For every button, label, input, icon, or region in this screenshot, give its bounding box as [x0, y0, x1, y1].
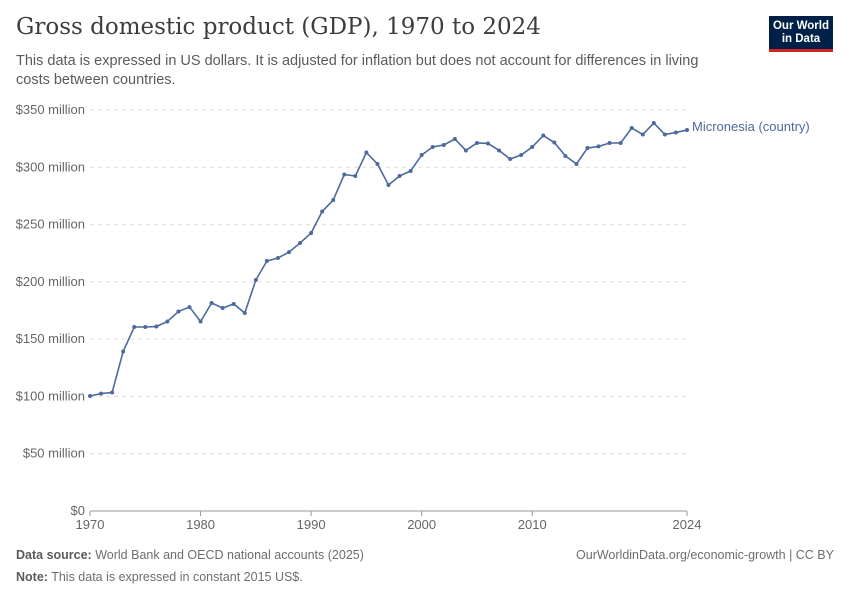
- data-point: [165, 319, 170, 324]
- data-point: [342, 172, 347, 177]
- data-point: [497, 148, 502, 153]
- data-point: [88, 393, 92, 398]
- data-point: [662, 132, 667, 137]
- data-point: [508, 157, 513, 162]
- data-point: [187, 305, 192, 310]
- data-point: [143, 324, 148, 329]
- series-line: [89, 121, 688, 397]
- x-tick-label: 2000: [407, 517, 436, 532]
- note-label: Note:: [16, 570, 48, 584]
- data-point: [629, 125, 634, 130]
- data-point: [452, 136, 457, 141]
- owid-logo[interactable]: Our World in Data: [769, 16, 833, 52]
- data-point: [596, 144, 601, 149]
- data-point: [640, 132, 645, 137]
- data-point: [463, 148, 468, 153]
- data-point: [474, 140, 479, 145]
- owid-link[interactable]: OurWorldinData.org/economic-growth | CC …: [576, 548, 834, 562]
- x-tick-label: 2010: [518, 517, 547, 532]
- data-point: [275, 256, 280, 261]
- data-point: [685, 128, 689, 133]
- x-tick-label: 2024: [673, 517, 702, 532]
- data-point: [486, 141, 490, 146]
- data-point: [121, 349, 126, 354]
- data-point: [99, 391, 104, 396]
- data-point: [298, 241, 303, 246]
- data-point: [585, 146, 590, 151]
- chart-subtitle: This data is expressed in US dollars. It…: [16, 53, 699, 88]
- data-point: [419, 153, 424, 158]
- data-point: [397, 173, 402, 178]
- data-point: [408, 168, 413, 173]
- data-point: [530, 145, 535, 150]
- data-point: [231, 301, 236, 306]
- y-tick-label: $150 million: [16, 331, 85, 346]
- data-point: [309, 231, 314, 236]
- y-tick-label: $100 million: [16, 388, 85, 403]
- data-point: [607, 140, 612, 145]
- data-source: Data source: World Bank and OECD nationa…: [16, 548, 364, 562]
- data-point: [154, 324, 159, 329]
- y-tick-label: $200 million: [16, 274, 85, 289]
- data-point: [552, 140, 557, 145]
- data-point: [253, 278, 258, 283]
- data-point: [264, 259, 269, 264]
- data-point: [386, 183, 391, 188]
- x-tick-label: 1970: [76, 517, 105, 532]
- source-label: Data source:: [16, 548, 92, 562]
- y-tick-label: $250 million: [16, 217, 85, 232]
- data-point: [651, 121, 656, 126]
- data-point: [430, 145, 435, 150]
- data-point: [618, 140, 623, 145]
- data-point: [242, 311, 247, 316]
- data-point: [353, 173, 358, 178]
- logo-text: Our World in Data: [772, 20, 829, 45]
- data-point: [364, 150, 369, 155]
- y-tick-label: $0: [71, 503, 85, 518]
- y-tick-label: $300 million: [16, 159, 85, 174]
- data-point: [287, 250, 291, 255]
- data-point: [110, 390, 115, 395]
- data-point: [176, 309, 181, 314]
- source-text[interactable]: World Bank and OECD national accounts (2…: [95, 548, 364, 562]
- data-point: [574, 161, 579, 166]
- y-tick-label: $350 million: [16, 102, 85, 117]
- y-tick-label: $50 million: [23, 446, 85, 461]
- data-point: [563, 153, 568, 158]
- data-point: [441, 142, 446, 147]
- data-point: [375, 161, 380, 166]
- note-text: This data is expressed in constant 2015 …: [51, 570, 303, 584]
- chart-title: Gross domestic product (GDP), 1970 to 20…: [16, 14, 541, 40]
- data-point: [673, 130, 678, 135]
- data-point: [320, 209, 325, 214]
- data-point: [220, 305, 225, 310]
- data-point: [198, 319, 203, 324]
- data-point: [331, 198, 336, 203]
- data-point: [541, 133, 546, 138]
- x-tick-label: 1980: [186, 517, 215, 532]
- data-point: [519, 153, 524, 158]
- note: Note: This data is expressed in constant…: [16, 570, 303, 584]
- data-point: [209, 301, 214, 306]
- series-label: Micronesia (country): [692, 119, 810, 134]
- x-tick-label: 1990: [297, 517, 326, 532]
- data-point: [132, 324, 137, 329]
